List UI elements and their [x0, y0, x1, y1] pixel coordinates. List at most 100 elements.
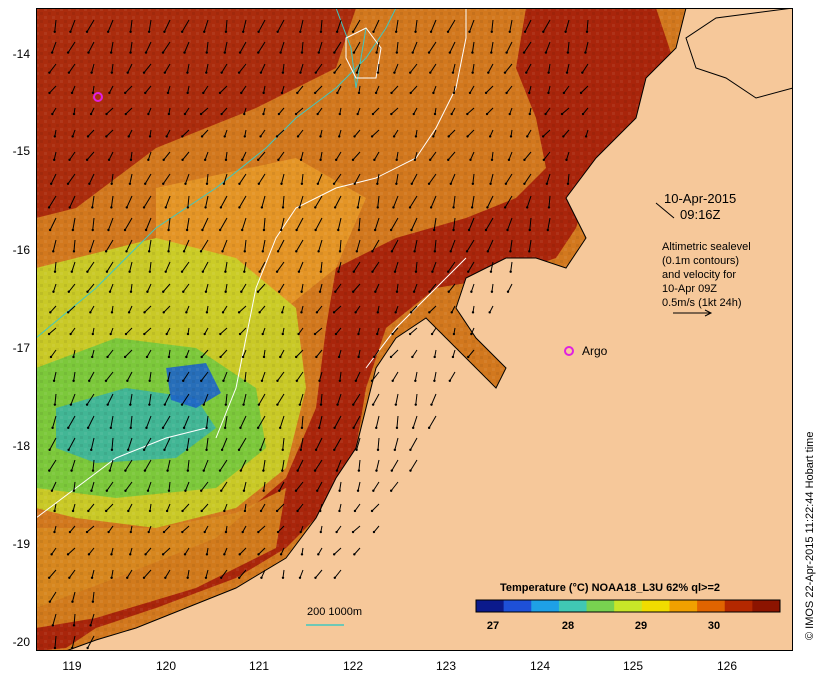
- velocity-arrowhead: [144, 91, 147, 95]
- velocity-arrow: [238, 305, 247, 313]
- velocity-arrow: [430, 195, 437, 208]
- velocity-arrowhead: [203, 30, 206, 34]
- velocity-arrow: [239, 415, 247, 429]
- colorbar-tick: 27: [486, 620, 500, 632]
- x-tick: 125: [622, 659, 644, 673]
- argo-float-west[interactable]: [93, 92, 103, 102]
- velocity-arrow: [164, 437, 171, 451]
- velocity-arrow: [68, 569, 76, 579]
- velocity-arrow: [447, 261, 456, 272]
- velocity-arrowhead: [110, 576, 113, 579]
- velocity-arrow: [50, 349, 57, 358]
- velocity-arrowhead: [314, 206, 317, 209]
- velocity-arrowhead: [167, 489, 171, 492]
- velocity-arrowhead: [335, 30, 339, 34]
- velocity-arrowhead: [186, 206, 190, 209]
- velocity-arrow: [410, 305, 418, 313]
- velocity-arrow: [225, 19, 228, 32]
- velocity-arrow: [146, 349, 152, 358]
- velocity-arrowhead: [544, 51, 548, 54]
- velocity-arrowhead: [147, 530, 150, 534]
- velocity-arrowhead: [300, 51, 304, 54]
- velocity-arrow: [411, 217, 418, 231]
- velocity-arrow: [164, 569, 171, 579]
- velocity-arrowhead: [89, 624, 92, 627]
- velocity-arrowhead: [313, 332, 317, 336]
- velocity-arrowhead: [48, 228, 52, 232]
- velocity-arrow: [277, 239, 285, 252]
- altimetry-note-3: and velocity for: [662, 269, 736, 281]
- velocity-arrow: [371, 129, 380, 137]
- velocity-arrow: [242, 349, 247, 358]
- velocity-arrow: [543, 151, 551, 161]
- velocity-arrow: [166, 129, 171, 137]
- velocity-arrow: [263, 481, 266, 491]
- velocity-arrow: [145, 547, 152, 555]
- velocity-arrow: [467, 261, 475, 272]
- velocity-arrowhead: [429, 71, 432, 74]
- velocity-arrow: [295, 481, 304, 492]
- velocity-arrow: [182, 503, 190, 512]
- velocity-arrowhead: [108, 469, 112, 472]
- velocity-arrow: [222, 371, 228, 381]
- sst-map[interactable]: [36, 8, 793, 651]
- velocity-arrowhead: [355, 250, 359, 253]
- velocity-arrow: [67, 547, 76, 555]
- argo-float-east[interactable]: [564, 346, 574, 356]
- velocity-arrow: [186, 217, 190, 231]
- velocity-arrow: [315, 217, 323, 231]
- velocity-arrowhead: [375, 51, 378, 54]
- velocity-arrow: [145, 217, 152, 231]
- velocity-arrow: [106, 107, 114, 115]
- velocity-arrow: [202, 261, 209, 272]
- velocity-arrowhead: [276, 30, 279, 34]
- velocity-arrowhead: [205, 426, 208, 430]
- velocity-arrowhead: [262, 489, 265, 492]
- velocity-arrow: [352, 151, 361, 161]
- velocity-arrowhead: [259, 135, 262, 138]
- velocity-arrow: [315, 437, 323, 451]
- velocity-arrow: [431, 327, 437, 335]
- velocity-arrowhead: [542, 158, 546, 162]
- velocity-arrowhead: [163, 30, 166, 34]
- velocity-arrowhead: [314, 71, 317, 74]
- velocity-arrowhead: [220, 448, 224, 452]
- velocity-arrow: [395, 19, 399, 32]
- velocity-arrow: [163, 305, 171, 313]
- velocity-arrow: [201, 503, 209, 512]
- velocity-arrow: [566, 151, 570, 161]
- velocity-arrowhead: [220, 71, 223, 74]
- velocity-arrowhead: [279, 553, 283, 556]
- velocity-arrow: [125, 107, 133, 115]
- velocity-arrowhead: [318, 426, 321, 430]
- velocity-arrowhead: [128, 270, 131, 273]
- velocity-arrowhead: [220, 489, 223, 492]
- velocity-arrow: [71, 591, 76, 602]
- date-pointer: [655, 202, 675, 219]
- velocity-arrowhead: [372, 30, 375, 34]
- velocity-arrowhead: [182, 290, 185, 293]
- velocity-arrow: [545, 41, 551, 53]
- velocity-arrow: [87, 503, 95, 512]
- velocity-arrowhead: [276, 379, 279, 382]
- velocity-arrow: [353, 261, 361, 272]
- velocity-arrowhead: [91, 206, 94, 209]
- velocity-arrowhead: [294, 112, 298, 116]
- velocity-arrow: [261, 195, 266, 208]
- velocity-arrow: [353, 41, 361, 53]
- velocity-arrowhead: [427, 51, 431, 54]
- velocity-arrowhead: [546, 228, 550, 232]
- land-mass: [65, 8, 793, 651]
- velocity-arrow: [395, 173, 399, 184]
- velocity-arrow: [187, 459, 190, 471]
- velocity-arrow: [524, 151, 532, 161]
- velocity-arrowhead: [185, 311, 188, 314]
- velocity-arrow: [336, 85, 342, 94]
- velocity-arrow: [239, 41, 247, 53]
- velocity-arrow: [107, 393, 114, 405]
- velocity-arrowhead: [432, 228, 436, 232]
- velocity-arrow: [130, 415, 133, 428]
- velocity-arrowhead: [110, 553, 113, 556]
- velocity-arrowhead: [146, 290, 149, 293]
- velocity-arrow: [333, 305, 342, 313]
